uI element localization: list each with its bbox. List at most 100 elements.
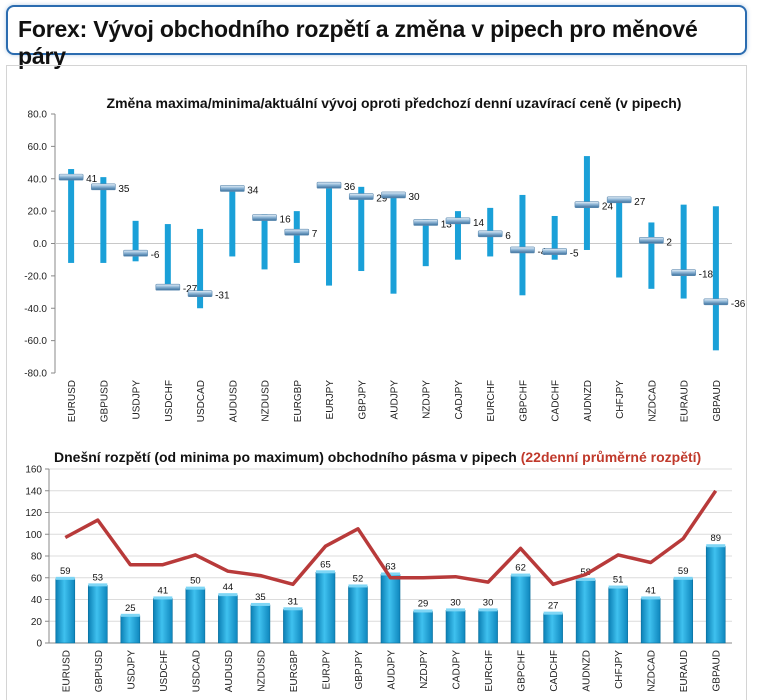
current-marker <box>58 173 84 181</box>
current-marker <box>316 181 342 189</box>
bar-cap <box>185 586 205 590</box>
y-tick-label: 60.0 <box>28 142 48 153</box>
category-label: USDCHF <box>159 650 170 692</box>
range-bar <box>153 598 173 644</box>
bar-cap <box>608 585 628 589</box>
range-bar <box>712 206 719 351</box>
range-bar <box>229 186 236 257</box>
range-bar <box>283 608 303 644</box>
current-value-label: 27 <box>634 197 646 208</box>
range-bar <box>120 615 141 644</box>
range-bar <box>261 214 268 270</box>
bar-value-label: 30 <box>450 597 461 608</box>
category-label: USDJPY <box>132 380 143 420</box>
category-label: EURGBP <box>289 650 300 693</box>
current-marker <box>477 230 503 238</box>
bar-value-label: 35 <box>255 592 266 603</box>
current-marker <box>510 246 535 254</box>
current-marker <box>252 214 277 221</box>
category-label: GBPCHF <box>518 380 529 422</box>
y-tick-label: 40 <box>31 595 43 606</box>
current-marker <box>155 283 181 291</box>
current-value-label: 41 <box>86 174 98 185</box>
current-marker <box>639 236 664 244</box>
current-marker <box>703 298 729 306</box>
range-bar <box>164 224 171 289</box>
bar-value-label: 31 <box>288 596 299 607</box>
bar-cap <box>55 576 75 580</box>
range-bar <box>673 578 694 644</box>
range-bar <box>87 585 108 644</box>
category-label: USDCAD <box>196 380 207 422</box>
current-value-label: 14 <box>473 218 485 229</box>
bar-value-label: 50 <box>190 576 201 587</box>
category-label: GBPJPY <box>354 650 365 690</box>
chart-title-average: (22denní průměrné rozpětí) <box>521 449 701 465</box>
current-value-label: 7 <box>312 229 318 240</box>
range-bar <box>250 604 271 644</box>
bar-cap <box>153 596 173 600</box>
current-marker <box>220 185 245 192</box>
category-label: AUDNZD <box>582 650 593 692</box>
category-label: EURCHF <box>484 650 495 692</box>
chart-panel <box>6 65 747 700</box>
current-marker <box>542 248 567 255</box>
bar-cap <box>88 583 108 587</box>
category-label: AUDJPY <box>387 650 398 690</box>
bar-value-label: 30 <box>483 597 494 608</box>
current-value-label: -6 <box>151 250 160 261</box>
bar-cap <box>446 608 466 612</box>
current-value-label: 2 <box>666 237 672 248</box>
range-bar <box>454 211 461 260</box>
bar-cap <box>478 608 498 612</box>
current-value-label: 6 <box>505 231 511 242</box>
bar-value-label: 65 <box>320 559 331 570</box>
bar-value-label: 27 <box>548 601 559 612</box>
page-header: Forex: Vývoj obchodního rozpětí a změna … <box>6 5 747 69</box>
current-value-label: 13 <box>441 219 453 230</box>
category-label: NZDUSD <box>256 650 267 692</box>
category-label: EURUSD <box>67 380 78 422</box>
category-label: EURCHF <box>486 380 497 422</box>
chart-title-main: Dnešní rozpětí (od minima po maximum) ob… <box>54 449 521 465</box>
category-label: CADJPY <box>452 650 463 690</box>
range-bar <box>348 586 368 644</box>
current-value-label: -36 <box>731 299 746 310</box>
category-label: NZDJPY <box>422 380 433 419</box>
bar-value-label: 29 <box>418 598 429 609</box>
bar-value-label: 41 <box>158 585 169 596</box>
bar-cap <box>250 602 270 606</box>
range-bar <box>380 574 401 644</box>
current-value-label: 35 <box>118 184 130 195</box>
category-label: USDCHF <box>164 380 175 422</box>
category-label: CHFJPY <box>614 650 625 689</box>
category-label: GBPUSD <box>94 650 105 692</box>
bar-cap <box>348 584 368 588</box>
y-tick-label: 100 <box>25 530 42 541</box>
bar-value-label: 53 <box>92 572 103 583</box>
range-bar <box>519 194 526 296</box>
category-label: GBPJPY <box>357 380 368 420</box>
range-bar <box>616 196 623 278</box>
current-value-label: -31 <box>215 291 230 302</box>
current-value-label: 34 <box>247 185 259 196</box>
range-bar <box>132 220 139 262</box>
current-marker <box>606 196 632 204</box>
bar-value-label: 52 <box>353 573 364 584</box>
category-label: GBPAUD <box>712 380 723 422</box>
range-bar <box>680 204 687 299</box>
category-label: AUDUSD <box>224 650 235 692</box>
bar-cap <box>641 596 661 600</box>
y-tick-label: 160 <box>25 465 42 476</box>
y-tick-label: 140 <box>25 486 42 497</box>
category-label: CHFJPY <box>615 380 626 419</box>
range-bar <box>293 211 300 263</box>
current-value-label: 24 <box>602 202 614 213</box>
current-marker <box>284 228 310 236</box>
range-bar <box>705 545 726 644</box>
range-bar <box>445 610 466 644</box>
current-marker <box>348 193 374 200</box>
category-label: AUDNZD <box>583 380 594 422</box>
category-label: USDCAD <box>191 650 202 692</box>
